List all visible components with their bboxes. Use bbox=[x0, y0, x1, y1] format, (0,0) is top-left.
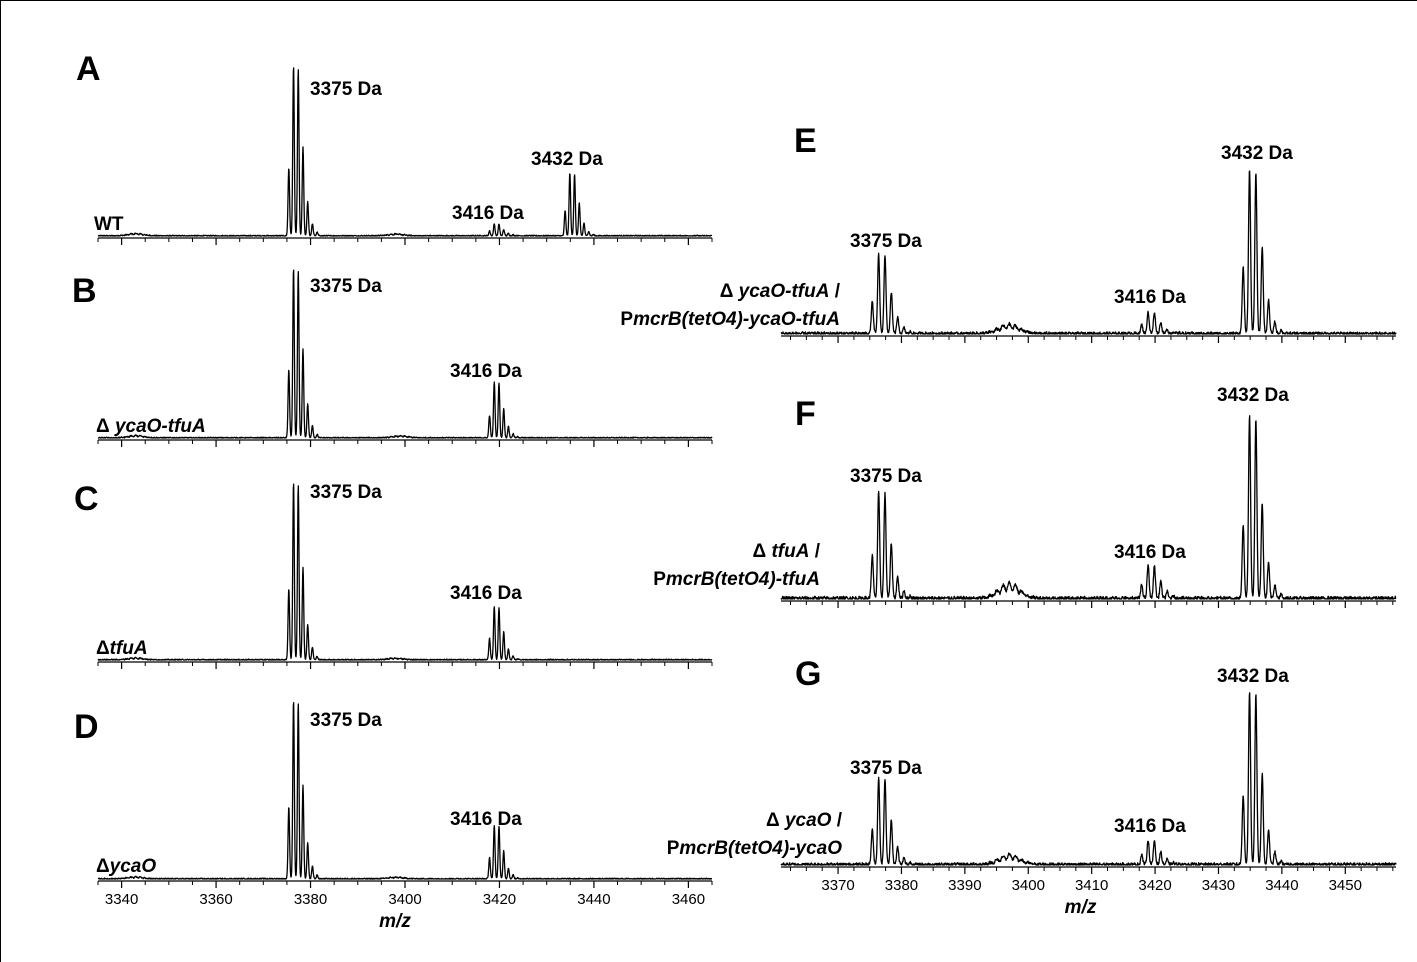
x-tick-label: 3440 bbox=[577, 891, 610, 908]
peak-label: 3416 Da bbox=[1114, 816, 1186, 837]
strain-label-part: P bbox=[653, 569, 666, 590]
panel-letter: C bbox=[74, 480, 99, 518]
peak-label: 3375 Da bbox=[310, 482, 382, 503]
panel-c: C 3375 Da 3416 Da ΔtfuA bbox=[74, 480, 713, 669]
strain-label: Δ ycaO-tfuA bbox=[96, 416, 206, 437]
panel-d: 3340 3360 3380 3400 3420 3440 3460 D 3375 Da 3416… bbox=[74, 702, 713, 932]
strain-label-part: / bbox=[831, 810, 842, 831]
x-tick-label: 3430 bbox=[1202, 877, 1235, 894]
peak-label: 3432 Da bbox=[1221, 143, 1293, 164]
strain-label-part: / bbox=[829, 281, 840, 302]
panel-f: F 3375 Da 3416 Da 3432 Da Δ tfuA / PmcrB(tetO… bbox=[653, 385, 1397, 608]
strain-label-part: Δ bbox=[753, 541, 772, 562]
x-tick-label: 3440 bbox=[1265, 877, 1298, 894]
x-tick-label: 3390 bbox=[948, 877, 981, 894]
panel-letter: G bbox=[795, 655, 821, 693]
panel-a: A 3375 Da 3416 Da 3432 Da WT bbox=[76, 50, 713, 245]
panel-letter: E bbox=[794, 122, 817, 160]
x-axis-title: m/z bbox=[379, 911, 411, 932]
strain-label: PmcrB(tetO4)-ycaO-tfuA bbox=[620, 309, 840, 330]
strain-label: PmcrB(tetO4)-ycaO bbox=[667, 838, 843, 859]
strain-label-part: WT bbox=[94, 214, 124, 235]
x-tick-label: 3380 bbox=[885, 877, 918, 894]
peak-label: 3432 Da bbox=[1217, 385, 1289, 406]
panel-letter: F bbox=[795, 395, 816, 433]
peak-label: 3416 Da bbox=[450, 361, 522, 382]
strain-label-part: / bbox=[809, 541, 820, 562]
x-tick-label: 3450 bbox=[1329, 877, 1362, 894]
strain-label-part: Δ bbox=[96, 416, 115, 437]
spectrum-trace bbox=[780, 692, 1397, 866]
strain-label-part: mcrB(tetO4)-ycaO-tfuA bbox=[633, 309, 840, 330]
peak-label: 3432 Da bbox=[531, 149, 603, 170]
x-tick-label: 3460 bbox=[672, 891, 705, 908]
strain-label: PmcrB(tetO4)-tfuA bbox=[653, 569, 820, 590]
panel-b: B 3375 Da 3416 Da Δ ycaO-tfuA bbox=[72, 269, 713, 447]
x-tick-label: 3400 bbox=[388, 891, 421, 908]
peak-label: 3375 Da bbox=[850, 758, 922, 779]
strain-label-part: mcrB(tetO4)-ycaO bbox=[679, 838, 842, 859]
strain-label: Δ tfuA / bbox=[753, 541, 821, 562]
strain-label-part: Δ bbox=[96, 856, 110, 877]
strain-label-part: Δ bbox=[766, 810, 785, 831]
strain-label: Δ ycaO / bbox=[766, 810, 843, 831]
peak-label: 3375 Da bbox=[850, 466, 922, 487]
panel-letter: B bbox=[72, 272, 97, 310]
strain-label-part: tfuA bbox=[110, 638, 148, 659]
peak-label: 3375 Da bbox=[310, 276, 382, 297]
x-tick-label: 3400 bbox=[1012, 877, 1045, 894]
spectrum-trace bbox=[97, 67, 713, 237]
strain-label: WT bbox=[94, 214, 124, 235]
strain-label-part: ycaO bbox=[784, 810, 832, 831]
x-tick-label: 3380 bbox=[294, 891, 327, 908]
strain-label-part: Δ bbox=[96, 638, 110, 659]
x-tick-label: 3360 bbox=[199, 891, 232, 908]
strain-label-part: tfuA bbox=[771, 541, 809, 562]
peak-label: 3416 Da bbox=[450, 583, 522, 604]
peak-label: 3375 Da bbox=[310, 79, 382, 100]
peak-label: 3375 Da bbox=[310, 710, 382, 731]
spectrum-trace bbox=[97, 483, 713, 661]
spectrum-trace bbox=[97, 269, 713, 439]
x-tick-label: 3370 bbox=[821, 877, 854, 894]
panel-letter: D bbox=[74, 708, 99, 746]
peak-label: 3416 Da bbox=[1114, 542, 1186, 563]
peak-label: 3432 Da bbox=[1217, 666, 1289, 687]
strain-label-part: Δ bbox=[720, 281, 739, 302]
x-tick-label: 3420 bbox=[1138, 877, 1171, 894]
x-tick-label: 3340 bbox=[105, 891, 138, 908]
x-axis-title: m/z bbox=[1065, 897, 1097, 918]
peak-label: 3416 Da bbox=[450, 809, 522, 830]
peak-label: 3416 Da bbox=[452, 203, 524, 224]
strain-label-part: P bbox=[667, 838, 680, 859]
strain-label-part: P bbox=[620, 309, 633, 330]
spectrum-trace bbox=[97, 702, 713, 880]
panel-letter: A bbox=[76, 50, 101, 88]
peak-label: 3375 Da bbox=[850, 231, 922, 252]
x-tick-label: 3420 bbox=[483, 891, 516, 908]
strain-label-part: ycaO-tfuA bbox=[114, 416, 206, 437]
strain-label: ΔycaO bbox=[96, 856, 156, 877]
spectrum-trace bbox=[780, 415, 1397, 600]
spectrum-trace bbox=[780, 170, 1397, 335]
panel-e: E 3375 Da 3416 Da 3432 Da Δ ycaO-tfuA / PmcrB… bbox=[620, 122, 1397, 343]
strain-label-part: mcrB(tetO4)-tfuA bbox=[666, 569, 820, 590]
x-tick-label: 3410 bbox=[1075, 877, 1108, 894]
peak-label: 3416 Da bbox=[1114, 287, 1186, 308]
strain-label-part: ycaO bbox=[109, 856, 157, 877]
panel-g: 3370 3380 3390 3400 3410 3420 3430 3440 3450 G 337… bbox=[667, 655, 1397, 918]
strain-label: Δ ycaO-tfuA / bbox=[720, 281, 841, 302]
strain-label-part: ycaO-tfuA bbox=[738, 281, 830, 302]
strain-label: ΔtfuA bbox=[96, 638, 148, 659]
